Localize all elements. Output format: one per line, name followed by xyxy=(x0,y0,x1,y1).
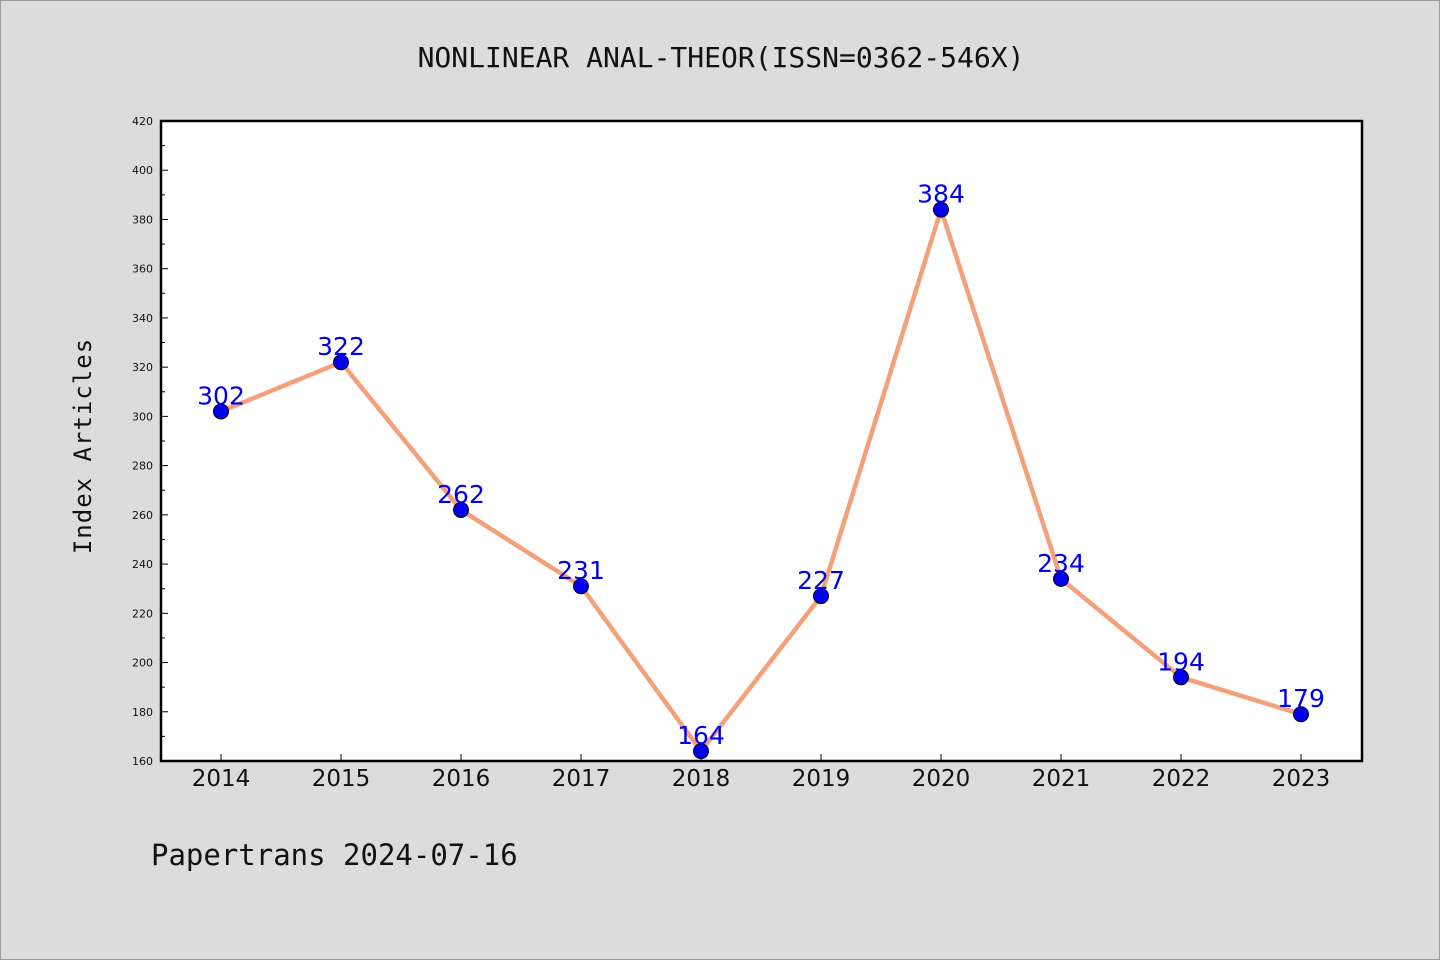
data-label: 384 xyxy=(917,180,965,209)
data-point xyxy=(333,354,349,371)
y-tick-label: 160 xyxy=(132,755,153,768)
y-axis-ticks: 160 180 200 220 240 260 280 300 320 340 360 380 400 4… xyxy=(132,115,168,768)
y-tick-label: 200 xyxy=(132,657,153,670)
data-label: 194 xyxy=(1157,647,1205,676)
y-tick-label: 320 xyxy=(132,361,153,374)
data-label: 231 xyxy=(557,556,605,585)
y-tick-label: 300 xyxy=(132,410,153,423)
chart-title: NONLINEAR ANAL-THEOR(ISSN=0362-546X) xyxy=(418,41,1025,74)
series-group: 302 322 262 231 164 227 384 234 194 179 xyxy=(197,180,1325,760)
y-tick-label: 360 xyxy=(132,263,153,276)
data-point xyxy=(1173,669,1189,686)
footer-date: Papertrans 2024-07-16 xyxy=(151,838,518,872)
x-tick-label: 2018 xyxy=(672,766,731,792)
data-label: 227 xyxy=(797,566,845,595)
y-tick-label: 220 xyxy=(132,607,153,620)
data-label: 262 xyxy=(437,480,485,509)
y-tick-label: 400 xyxy=(132,164,153,177)
x-tick-label: 2017 xyxy=(552,766,611,792)
x-tick-label: 2019 xyxy=(792,766,851,792)
x-tick-label: 2016 xyxy=(432,766,491,792)
y-tick-label: 380 xyxy=(132,213,153,226)
x-axis-ticks: 2014 2015 2016 2017 2018 2019 2020 2021 2022 2023 xyxy=(192,754,1331,792)
data-label: 302 xyxy=(197,381,245,410)
x-tick-label: 2015 xyxy=(312,766,371,792)
y-tick-label: 420 xyxy=(132,115,153,128)
x-tick-label: 2014 xyxy=(192,766,251,792)
x-tick-label: 2021 xyxy=(1032,766,1091,792)
data-point xyxy=(1293,706,1309,723)
y-tick-label: 260 xyxy=(132,509,153,522)
x-tick-label: 2020 xyxy=(912,766,971,792)
data-label: 179 xyxy=(1277,684,1325,713)
y-tick-label: 340 xyxy=(132,312,153,325)
series-line xyxy=(220,207,1302,754)
x-tick-label: 2023 xyxy=(1272,766,1331,792)
data-point xyxy=(1053,570,1069,587)
data-point xyxy=(573,578,589,595)
data-label: 234 xyxy=(1037,549,1085,578)
y-tick-label: 240 xyxy=(132,558,153,571)
data-point xyxy=(213,403,229,420)
x-tick-label: 2022 xyxy=(1152,766,1211,792)
y-tick-label: 280 xyxy=(132,460,153,473)
data-point xyxy=(453,501,469,518)
plot-area xyxy=(159,119,1364,763)
data-label: 322 xyxy=(317,332,365,361)
data-point xyxy=(813,588,829,605)
data-point xyxy=(693,743,709,760)
y-tick-label: 180 xyxy=(132,706,153,719)
data-label: 164 xyxy=(677,721,725,750)
data-point xyxy=(933,201,949,218)
y-axis-label: Index Articles xyxy=(69,338,97,554)
